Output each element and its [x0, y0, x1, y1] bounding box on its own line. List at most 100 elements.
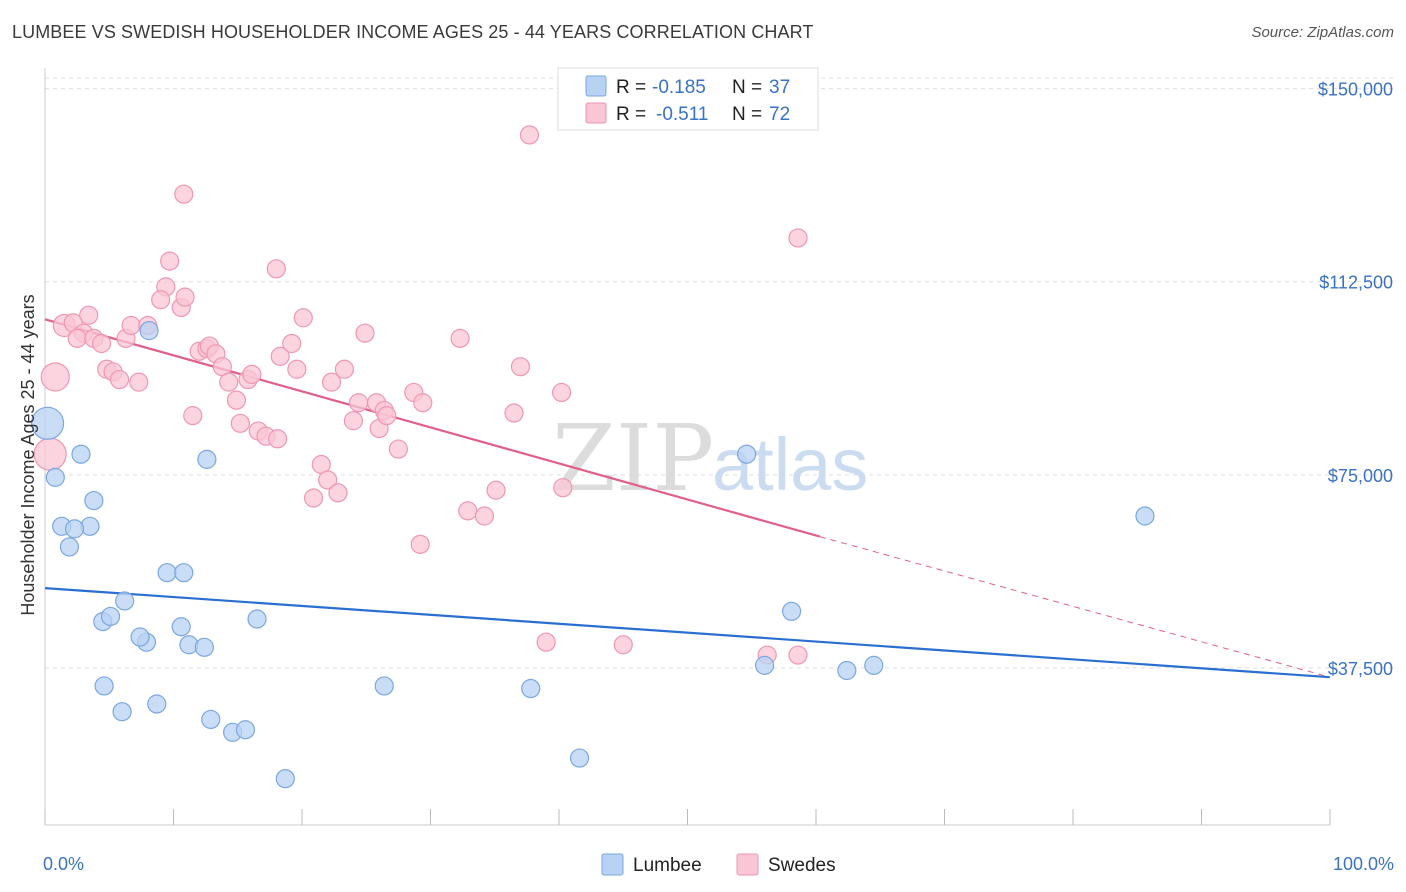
lumbee-point: [147, 694, 167, 714]
swedes-point: [519, 125, 540, 145]
legend-swedes-n-value: 72: [769, 104, 790, 125]
lumbee-point: [247, 609, 267, 629]
lumbee-point: [174, 563, 194, 583]
bottom-legend-swedes: Swedes: [768, 855, 836, 876]
trend-lines: [44, 318, 1331, 679]
x-tick-label-min: 0.0%: [43, 854, 84, 874]
lumbee-point: [864, 655, 884, 675]
legend-lumbee-n-value: 37: [769, 77, 790, 98]
swedes-point: [510, 357, 531, 377]
swedes-point: [328, 483, 348, 503]
swedes-point: [504, 403, 524, 423]
swedes-point: [788, 645, 808, 665]
legend-lumbee-r-value: -0.185: [652, 77, 706, 98]
lumbee-point: [30, 406, 65, 440]
swedes-trend-line: [44, 318, 821, 538]
lumbee-point: [139, 321, 159, 341]
lumbee-point: [84, 490, 104, 511]
legend-swatch-swedes: [585, 102, 607, 124]
swedes-trend-extension: [819, 536, 1331, 678]
lumbee-point: [171, 617, 191, 637]
swedes-point: [270, 346, 290, 366]
top-legend: R = -0.185 N = 37 R = -0.511 N = 72: [557, 67, 819, 131]
legend-lumbee-r-label: R =: [616, 77, 646, 98]
swedes-point: [121, 315, 141, 336]
swedes-point: [175, 287, 195, 307]
swedes-point: [174, 184, 194, 204]
lumbee-point: [235, 720, 256, 740]
swedes-point: [91, 333, 112, 354]
lumbee-point: [1135, 506, 1155, 526]
watermark: ZIP atlas: [552, 405, 868, 512]
legend-swatch-lumbee: [585, 75, 607, 97]
swedes-point: [474, 506, 495, 526]
swedes-point: [33, 437, 67, 471]
swedes-point: [318, 470, 338, 490]
swedes-point: [282, 333, 302, 354]
watermark-zip: ZIP: [552, 405, 714, 512]
swedes-point: [183, 406, 203, 426]
swedes-point: [553, 478, 573, 498]
bottom-legend-swatch-lumbee: [601, 853, 624, 876]
lumbee-point: [194, 637, 214, 657]
lumbee-point: [100, 606, 121, 627]
swedes-point: [377, 406, 397, 426]
swedes-point: [388, 439, 408, 459]
swedes-point: [109, 369, 130, 390]
lumbee-point: [130, 627, 150, 647]
lumbee-point: [275, 769, 295, 789]
swedes-point: [321, 372, 342, 392]
lumbee-point: [754, 655, 775, 675]
lumbee-point: [71, 444, 91, 464]
swedes-point: [40, 362, 70, 392]
lumbee-point: [115, 591, 135, 611]
swedes-point: [788, 228, 808, 248]
swedes-point: [293, 308, 313, 328]
legend-swedes-r-value: -0.511: [656, 104, 708, 125]
swedes-point: [458, 501, 478, 521]
watermark-atlas: atlas: [712, 423, 868, 506]
swedes-point: [334, 359, 355, 379]
legend-swedes-n-label: N =: [732, 104, 762, 125]
swedes-point: [230, 413, 250, 433]
data-points: [30, 125, 1155, 789]
swedes-point: [355, 323, 375, 343]
lumbee-point: [737, 444, 757, 464]
lumbee-point: [521, 678, 541, 699]
swedes-point: [267, 429, 288, 449]
y-tick-label: $150,000: [1318, 80, 1393, 100]
lumbee-point: [94, 676, 114, 696]
swedes-point: [536, 632, 556, 652]
bottom-legend-lumbee: Lumbee: [633, 855, 702, 876]
swedes-point: [287, 359, 307, 379]
lumbee-point: [837, 660, 857, 681]
lumbee-point: [59, 537, 80, 557]
swedes-point: [303, 488, 324, 508]
swedes-point: [67, 328, 87, 348]
source-credit: Source: ZipAtlas.com: [1251, 24, 1394, 41]
swedes-point: [129, 372, 149, 392]
swedes-point: [226, 390, 247, 410]
bottom-legend-swatch-swedes: [736, 853, 759, 876]
lumbee-point: [64, 519, 85, 539]
lumbee-point: [374, 676, 394, 696]
swedes-point: [348, 393, 369, 413]
y-tick-label: $75,000: [1328, 466, 1393, 486]
swedes-point: [79, 305, 99, 325]
lumbee-trend-line: [44, 587, 1331, 679]
lumbee-point: [112, 702, 132, 722]
lumbee-point: [781, 601, 802, 621]
swedes-point: [151, 290, 171, 310]
swedes-point: [450, 328, 470, 348]
lumbee-point: [569, 748, 590, 768]
lumbee-point: [157, 563, 177, 583]
lumbee-point: [197, 449, 217, 469]
swedes-point: [160, 251, 180, 271]
lumbee-point: [201, 709, 221, 730]
swedes-point: [551, 382, 572, 403]
y-tick-label: $37,500: [1328, 659, 1393, 679]
legend-lumbee-n-label: N =: [732, 77, 762, 98]
y-tick-label: $112,500: [1319, 273, 1393, 293]
swedes-point: [413, 393, 433, 413]
